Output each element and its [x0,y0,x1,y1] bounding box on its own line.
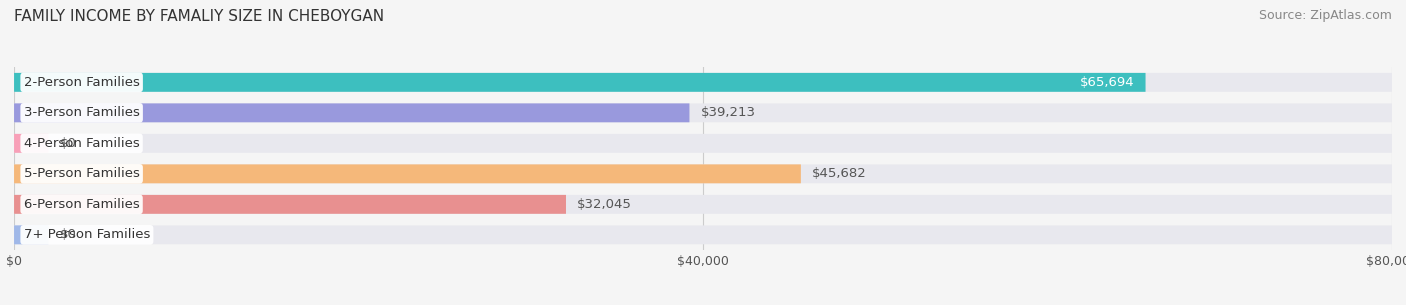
FancyBboxPatch shape [14,134,48,153]
Text: 4-Person Families: 4-Person Families [24,137,139,150]
Text: $32,045: $32,045 [576,198,631,211]
Text: $0: $0 [59,228,76,241]
FancyBboxPatch shape [14,225,48,244]
FancyBboxPatch shape [14,225,1392,244]
FancyBboxPatch shape [14,73,1146,92]
Text: FAMILY INCOME BY FAMALIY SIZE IN CHEBOYGAN: FAMILY INCOME BY FAMALIY SIZE IN CHEBOYG… [14,9,384,24]
FancyBboxPatch shape [14,73,1392,92]
FancyBboxPatch shape [14,134,1392,153]
FancyBboxPatch shape [14,164,801,183]
Text: 5-Person Families: 5-Person Families [24,167,139,180]
FancyBboxPatch shape [14,195,1392,214]
Text: $45,682: $45,682 [811,167,866,180]
FancyBboxPatch shape [14,195,567,214]
Text: 3-Person Families: 3-Person Families [24,106,139,119]
FancyBboxPatch shape [14,164,1392,183]
Text: Source: ZipAtlas.com: Source: ZipAtlas.com [1258,9,1392,22]
Text: $39,213: $39,213 [700,106,755,119]
Text: $65,694: $65,694 [1080,76,1135,89]
Text: 7+ Person Families: 7+ Person Families [24,228,150,241]
Text: 2-Person Families: 2-Person Families [24,76,139,89]
FancyBboxPatch shape [14,103,689,122]
Text: $0: $0 [59,137,76,150]
Text: 6-Person Families: 6-Person Families [24,198,139,211]
FancyBboxPatch shape [14,103,1392,122]
